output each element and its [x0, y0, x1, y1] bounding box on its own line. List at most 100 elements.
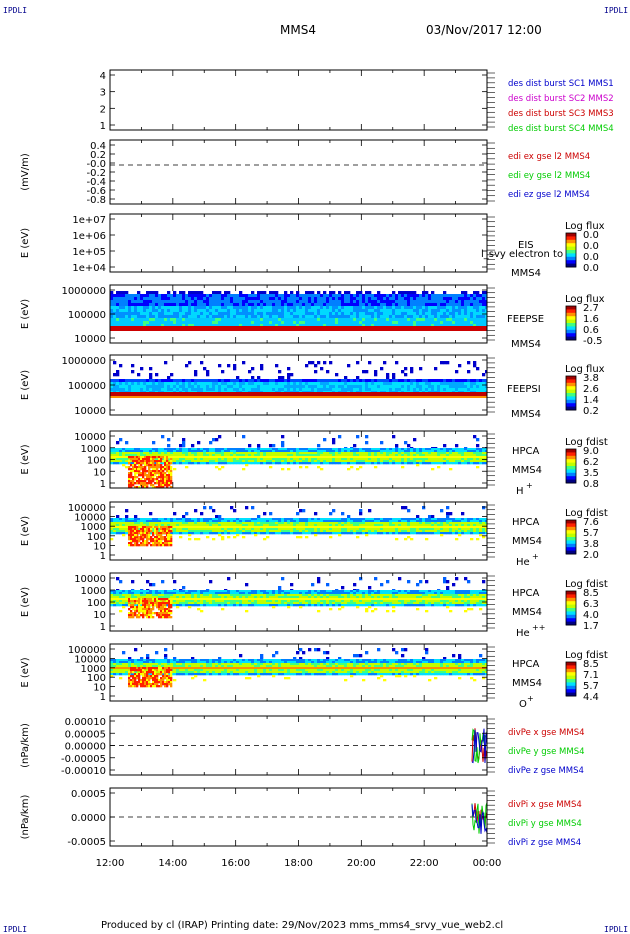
spectrogram-cell — [125, 294, 129, 298]
spectrogram-cell — [278, 300, 282, 304]
spectrogram-cell — [377, 300, 381, 304]
spectrogram-cell — [365, 370, 369, 374]
spectrogram-cell — [260, 520, 264, 523]
spectrogram-cell — [152, 379, 156, 383]
spectrogram-cell — [263, 522, 267, 525]
spectrogram-cell — [236, 532, 240, 535]
colorbar-hpca-h-swatch — [566, 449, 576, 453]
spectrogram-cell — [242, 458, 246, 461]
spectrogram-cell — [272, 309, 276, 313]
spectrogram-cell — [308, 532, 312, 535]
spectrogram-cell — [143, 318, 147, 322]
spectrogram-cell — [218, 291, 222, 295]
spectrogram-cell — [404, 382, 408, 386]
spectrogram-cell — [293, 297, 297, 301]
spectrogram-cell — [119, 306, 123, 310]
spectrogram-cell — [194, 321, 198, 325]
spectrogram-cell — [251, 379, 255, 383]
spectrogram-cell — [398, 388, 402, 392]
spectrogram-cell — [284, 524, 288, 527]
spectrogram-cell — [449, 318, 453, 322]
spectrogram-cell — [320, 522, 324, 525]
spectrogram-cell — [410, 321, 414, 325]
spectrogram-cell — [428, 324, 432, 328]
spectrogram-cell — [182, 520, 186, 523]
spectrogram-cell — [110, 294, 114, 298]
spectrogram-cell — [365, 303, 369, 307]
spectrogram-cell — [203, 506, 207, 510]
spectrogram-cell — [377, 309, 381, 313]
spectrogram-cell — [266, 297, 270, 301]
spectrogram-cell — [125, 388, 129, 392]
spectrogram-cell — [299, 294, 303, 298]
spectrogram-cell — [479, 309, 483, 313]
spectrogram-cell — [188, 528, 192, 531]
spectrogram-cell — [154, 478, 157, 481]
spectrogram-cell — [179, 294, 183, 298]
spectrogram-cell — [434, 324, 438, 328]
spectrogram-cell — [458, 454, 462, 457]
spectrogram-cell — [392, 454, 396, 457]
spectrogram-cell — [185, 318, 189, 322]
spectrogram-cell — [362, 303, 366, 307]
spectrogram-cell — [155, 450, 159, 453]
spectrogram-cell — [368, 526, 372, 529]
spectrogram-cell — [311, 361, 315, 365]
spectrogram-cell — [197, 522, 201, 525]
spectrogram-cell — [452, 458, 456, 461]
spectrogram-cell — [251, 458, 255, 461]
spectrogram-cell — [389, 309, 393, 313]
spectrogram-cell — [392, 309, 396, 313]
spectrogram-cell — [443, 315, 447, 319]
spectrogram-cell — [296, 456, 300, 459]
spectrogram-cell — [266, 520, 270, 523]
spectrogram-cell — [142, 458, 145, 461]
spectrogram-cell — [140, 462, 143, 465]
spectrogram-cell — [356, 376, 360, 380]
spectrogram-cell — [215, 309, 219, 313]
spectrogram-cell — [128, 321, 132, 325]
spectrogram-cell — [422, 458, 426, 461]
spectrogram-cell — [446, 456, 450, 459]
spectrogram-cell — [302, 454, 306, 457]
spectrogram-cell — [245, 532, 249, 535]
spectrogram-cell — [224, 524, 228, 527]
spectrogram-cell — [156, 466, 159, 469]
spectrogram-cell — [182, 456, 186, 459]
spectrogram-cell — [275, 518, 279, 521]
colorbar-eis-swatch — [566, 260, 576, 265]
spectrogram-cell — [371, 532, 375, 535]
spectrogram-cell — [383, 303, 387, 307]
spectrogram-cell — [236, 294, 240, 298]
spectrogram-cell — [110, 530, 114, 533]
spectrogram-cell — [251, 450, 255, 453]
spectrogram-cell — [170, 321, 174, 325]
spectrogram-cell — [110, 303, 114, 307]
spectrogram-cell — [383, 452, 387, 455]
spectrogram-cell — [281, 382, 285, 386]
spectrogram-cell — [296, 318, 300, 322]
spectrogram-cell — [119, 324, 123, 328]
spectrogram-cell — [134, 520, 138, 523]
spectrogram-cell — [230, 300, 234, 304]
spectrogram-cell — [156, 460, 159, 463]
spectrogram-cell — [150, 478, 153, 481]
spectrogram-cell — [479, 297, 483, 301]
spectrogram-cell — [212, 297, 216, 301]
spectrogram-cell — [464, 309, 468, 313]
spectrogram-cell — [338, 388, 342, 392]
spectrogram-cell — [149, 532, 153, 535]
spectrogram-cell — [416, 318, 420, 322]
spectrogram-cell — [257, 454, 261, 457]
spectrogram-cell — [281, 450, 285, 453]
spectrogram-cell — [125, 306, 129, 310]
spectrogram-cell — [233, 522, 237, 525]
spectrogram-cell — [251, 460, 255, 463]
spectrogram-cell — [479, 294, 483, 298]
spectrogram-cell — [116, 370, 120, 374]
spectrogram-cell — [293, 462, 297, 465]
spectrogram-cell — [350, 524, 354, 527]
spectrogram-cell — [389, 388, 393, 392]
spectrogram-cell — [152, 460, 155, 463]
spectrogram-cell — [134, 294, 138, 298]
